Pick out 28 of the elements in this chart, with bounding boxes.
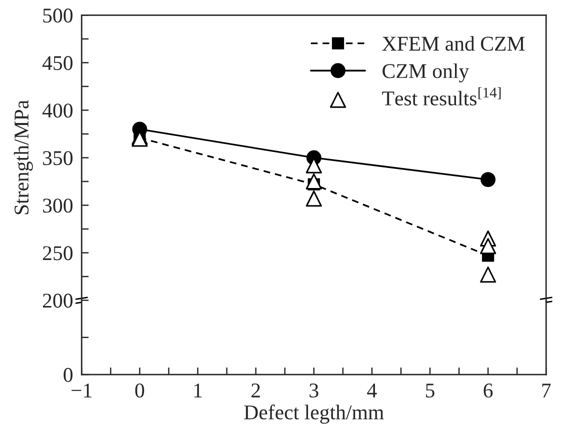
point bbox=[306, 190, 322, 207]
y-axis-title: Strength/MPa bbox=[14, 100, 33, 214]
x-axis-title: Defect legth/mm bbox=[244, 404, 384, 424]
x-tick-label: −1 bbox=[72, 384, 92, 398]
x-tick-label: 4 bbox=[367, 384, 377, 398]
y-tick-label: 350 bbox=[43, 151, 73, 166]
y-tick-label: 300 bbox=[43, 198, 73, 213]
y-tick-label: 400 bbox=[42, 104, 73, 118]
x-tick-label: 0 bbox=[135, 383, 144, 398]
legend-label: Test results$^{[14]}$ bbox=[382, 87, 501, 106]
y-tick-label: 0 bbox=[64, 368, 73, 382]
y-tick-label: 200 bbox=[42, 294, 73, 308]
y-tick-label: 450 bbox=[42, 56, 73, 70]
legend-label: CZM only bbox=[382, 63, 470, 82]
legend-label: XFEM and CZM bbox=[382, 36, 525, 51]
x-tick-label: 3 bbox=[310, 384, 318, 398]
x-tick-label: 6 bbox=[484, 384, 493, 398]
point bbox=[306, 173, 322, 190]
point bbox=[480, 266, 496, 283]
x-tick-label: 1 bbox=[194, 384, 202, 398]
point bbox=[480, 238, 496, 254]
point bbox=[132, 130, 148, 147]
x-tick-label: 5 bbox=[426, 384, 434, 398]
y-tick-label: 500 bbox=[43, 8, 73, 23]
y-tick-label: 250 bbox=[42, 246, 73, 260]
x-tick-label: 7 bbox=[542, 384, 551, 398]
point bbox=[480, 172, 496, 188]
x-tick-label: 2 bbox=[252, 384, 260, 398]
